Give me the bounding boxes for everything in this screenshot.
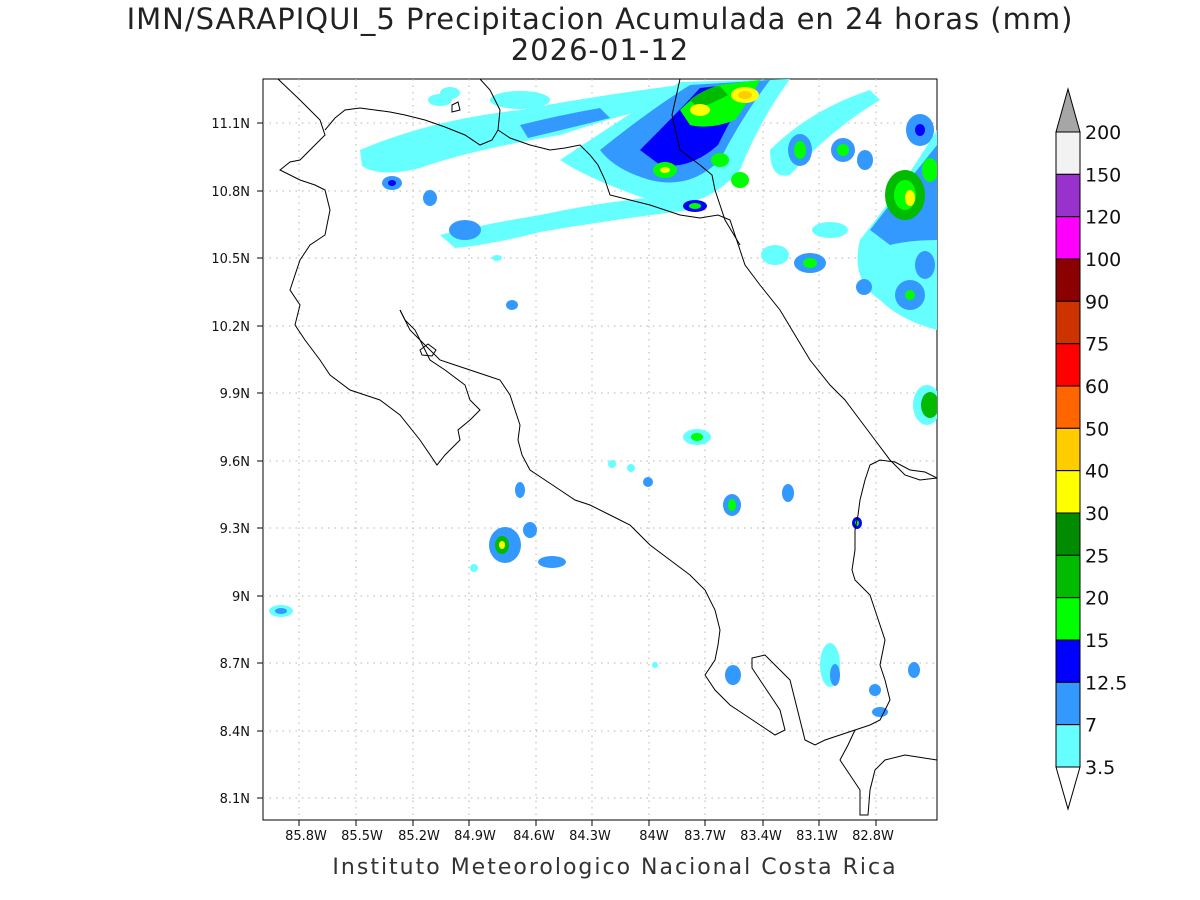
colorbar-label: 3.5 <box>1085 757 1115 779</box>
map-date: 2026-01-12 <box>510 33 690 67</box>
lat-label: 9.6N <box>220 455 250 470</box>
lat-label: 11.1N <box>211 117 250 132</box>
colorbar-swatch <box>1055 385 1081 429</box>
colorbar-swatch <box>1055 512 1081 556</box>
colorbar-label: 15 <box>1085 630 1109 652</box>
lon-label: 85.8W <box>285 829 327 844</box>
lat-label: 8.1N <box>220 792 250 807</box>
colorbar-swatch <box>1055 258 1081 302</box>
lon-label: 84.9W <box>454 829 496 844</box>
footer-credit: Instituto Meteorologico Nacional Costa R… <box>332 855 898 880</box>
colorbar-swatch <box>1055 639 1081 683</box>
lat-label: 10.2N <box>211 320 250 335</box>
lat-label: 8.4N <box>220 725 250 740</box>
lon-label: 83.7W <box>684 829 726 844</box>
lon-label: 82.8W <box>852 829 894 844</box>
coastlines <box>277 79 937 816</box>
colorbar-bottom-arrow <box>1055 766 1081 811</box>
lon-label: 83.4W <box>740 829 782 844</box>
colorbar-label: 75 <box>1085 334 1109 356</box>
colorbar-swatch <box>1055 300 1081 345</box>
precipitation-field <box>269 79 937 717</box>
colorbar-label: 12.5 <box>1085 672 1127 694</box>
map-title: IMN/SARAPIQUI_5 Precipitacion Acumulada … <box>126 2 1074 36</box>
lat-label: 8.7N <box>220 657 250 672</box>
colorbar-swatch <box>1055 681 1081 726</box>
colorbar-swatch <box>1055 131 1081 175</box>
colorbar-swatch <box>1055 597 1081 641</box>
colorbar-swatch <box>1055 343 1081 387</box>
lon-label: 84.3W <box>569 829 611 844</box>
colorbar-label: 50 <box>1085 418 1109 440</box>
colorbar-label: 200 <box>1085 122 1121 144</box>
lat-label: 9.3N <box>220 522 250 537</box>
colorbar-label: 40 <box>1085 461 1109 483</box>
colorbar-label: 30 <box>1085 503 1109 525</box>
colorbar-swatch <box>1055 554 1081 599</box>
colorbar-label: 90 <box>1085 291 1109 313</box>
colorbar-swatch <box>1055 470 1081 514</box>
lon-label: 83.1W <box>796 829 838 844</box>
colorbar-swatch <box>1055 173 1081 218</box>
lon-label: 84W <box>639 829 669 844</box>
colorbar-label: 60 <box>1085 376 1109 398</box>
lat-label: 9.9N <box>220 387 250 402</box>
colorbar-swatch <box>1055 216 1081 260</box>
colorbar-label: 25 <box>1085 545 1109 567</box>
lat-label: 9N <box>232 590 250 605</box>
lon-label: 84.6W <box>513 829 555 844</box>
colorbar-label: 7 <box>1085 715 1097 737</box>
colorbar-label: 100 <box>1085 249 1121 271</box>
colorbar-top-arrow <box>1055 87 1081 133</box>
lon-label: 85.2W <box>398 829 440 844</box>
colorbar-label: 120 <box>1085 207 1121 229</box>
lat-label: 10.8N <box>211 185 250 200</box>
lon-label: 85.5W <box>341 829 383 844</box>
axis-ticks <box>257 122 877 826</box>
map-frame <box>262 78 938 821</box>
colorbar-label: 150 <box>1085 164 1121 186</box>
colorbar-label: 20 <box>1085 588 1109 610</box>
colorbar-swatch <box>1055 427 1081 472</box>
colorbar-swatch <box>1055 724 1081 768</box>
map-grid <box>263 79 937 820</box>
colorbar: 200 150 120 100 90 75 60 50 40 30 25 20 15 12.5 7 3.5 <box>1055 87 1127 811</box>
lat-label: 10.5N <box>211 252 250 267</box>
